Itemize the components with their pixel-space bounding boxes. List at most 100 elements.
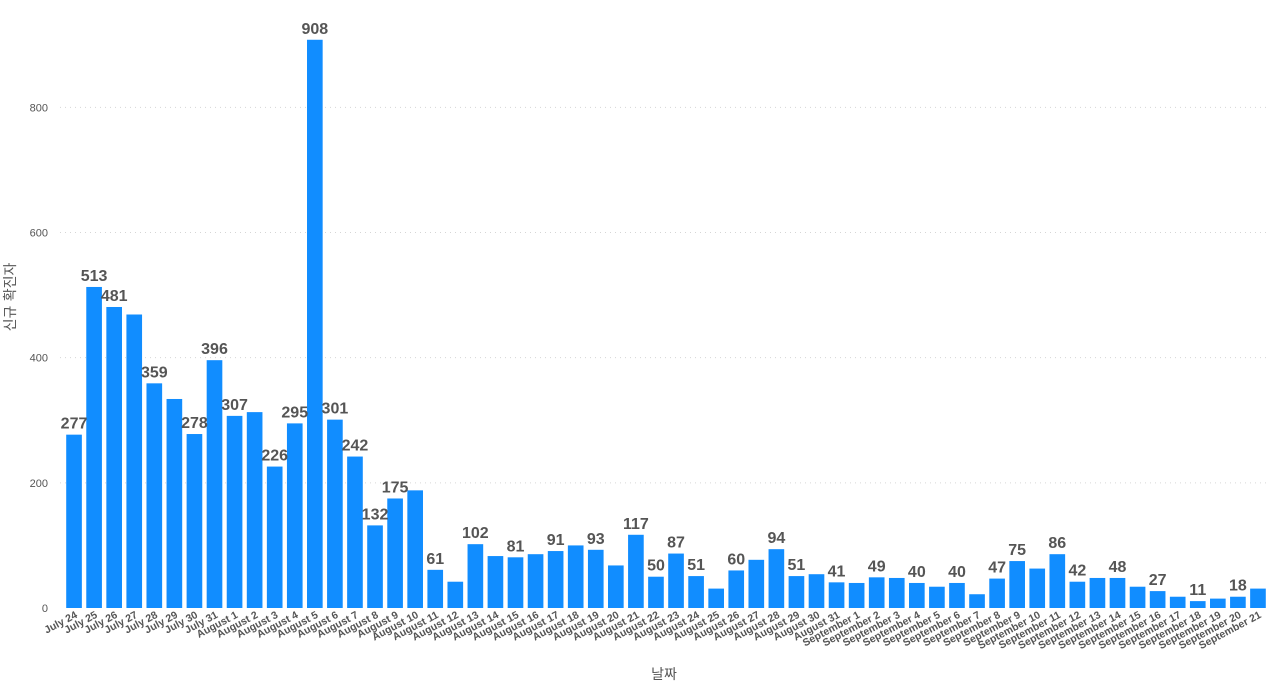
bar[interactable]: [868, 577, 885, 608]
bar[interactable]: [86, 286, 102, 608]
data-label: 226: [261, 448, 288, 465]
data-label: 93: [587, 531, 605, 548]
bar[interactable]: [106, 306, 122, 608]
bar[interactable]: [1210, 598, 1226, 608]
bar[interactable]: [587, 549, 604, 608]
bar[interactable]: [66, 434, 82, 608]
bar[interactable]: [708, 588, 724, 608]
bar[interactable]: [1230, 596, 1246, 608]
bar[interactable]: [527, 554, 544, 608]
bar[interactable]: [949, 582, 965, 608]
bar[interactable]: [608, 565, 624, 608]
bar[interactable]: [307, 39, 323, 608]
data-label: 307: [221, 397, 248, 414]
data-label: 396: [201, 341, 228, 358]
bar[interactable]: [1049, 554, 1066, 608]
data-labels: 277 513 481 359 278 396 307 226 295 908 301 242 132 1…: [61, 21, 1247, 599]
data-label: 278: [181, 415, 208, 432]
bar[interactable]: [1129, 586, 1146, 608]
bar[interactable]: [848, 582, 865, 608]
bar[interactable]: [668, 553, 684, 608]
data-label: 11: [1189, 582, 1206, 599]
data-label: 40: [948, 564, 966, 581]
bar[interactable]: [367, 525, 383, 608]
bar[interactable]: [387, 498, 403, 608]
data-label: 94: [767, 530, 785, 547]
bar[interactable]: [286, 423, 303, 608]
data-label: 42: [1068, 563, 1086, 580]
bar[interactable]: [206, 360, 223, 608]
bar[interactable]: [246, 412, 263, 608]
bar[interactable]: [1189, 601, 1206, 608]
data-label: 48: [1109, 559, 1127, 576]
data-label: 61: [426, 551, 444, 568]
data-label: 47: [988, 560, 1006, 577]
data-label: 908: [301, 21, 328, 38]
bar[interactable]: [507, 557, 524, 608]
y-tick-label: 400: [30, 353, 48, 365]
data-label: 75: [1008, 542, 1026, 559]
bar[interactable]: [989, 578, 1005, 608]
bar[interactable]: [547, 551, 564, 608]
bar[interactable]: [447, 581, 464, 608]
data-label: 60: [727, 551, 745, 568]
bar[interactable]: [567, 545, 584, 608]
bar[interactable]: [688, 576, 704, 608]
bar[interactable]: [929, 586, 945, 608]
data-label: 40: [908, 564, 926, 581]
y-tick-label: 200: [30, 478, 48, 490]
bar[interactable]: [487, 556, 504, 608]
y-axis-ticks: 0 200 400 600 800: [30, 102, 48, 615]
bar[interactable]: [1109, 577, 1126, 608]
bar[interactable]: [427, 569, 444, 608]
data-label: 301: [322, 401, 349, 418]
data-label: 277: [61, 416, 88, 433]
bar[interactable]: [266, 466, 283, 608]
bar[interactable]: [828, 582, 845, 608]
bar[interactable]: [146, 383, 163, 608]
bar[interactable]: [1029, 568, 1046, 608]
bar[interactable]: [808, 574, 825, 608]
x-axis-title: 날짜: [651, 667, 677, 683]
bar[interactable]: [969, 594, 985, 608]
data-label: 50: [647, 558, 665, 575]
bar[interactable]: [788, 576, 805, 608]
bar[interactable]: [467, 544, 484, 608]
data-label: 27: [1149, 572, 1167, 589]
data-label: 359: [141, 364, 168, 381]
bar[interactable]: [888, 577, 905, 608]
data-label: 86: [1048, 535, 1066, 552]
bar[interactable]: [166, 398, 183, 608]
bar[interactable]: [1250, 588, 1266, 608]
data-label: 91: [547, 532, 565, 549]
bar[interactable]: [1149, 591, 1166, 608]
data-label: 242: [342, 438, 369, 455]
data-label: 117: [623, 516, 649, 533]
bar[interactable]: [628, 534, 644, 608]
bar[interactable]: [1169, 596, 1186, 608]
bar[interactable]: [1089, 577, 1106, 608]
y-tick-label: 0: [42, 603, 48, 615]
data-label: 41: [828, 563, 846, 580]
bar[interactable]: [748, 559, 765, 608]
bar[interactable]: [126, 314, 143, 608]
bar[interactable]: [1069, 581, 1086, 608]
data-label: 175: [382, 479, 409, 496]
bar[interactable]: [768, 549, 785, 608]
bar[interactable]: [407, 490, 423, 608]
data-label: 102: [462, 525, 489, 542]
bar[interactable]: [648, 576, 664, 608]
bar[interactable]: [728, 570, 745, 608]
bar[interactable]: [186, 434, 203, 608]
data-label: 513: [81, 268, 108, 285]
bar[interactable]: [327, 419, 343, 608]
bar[interactable]: [226, 415, 243, 608]
data-label: 132: [362, 506, 389, 523]
bar[interactable]: [347, 456, 363, 608]
data-label: 51: [687, 557, 705, 574]
bar[interactable]: [909, 582, 925, 608]
bar[interactable]: [1009, 561, 1025, 608]
